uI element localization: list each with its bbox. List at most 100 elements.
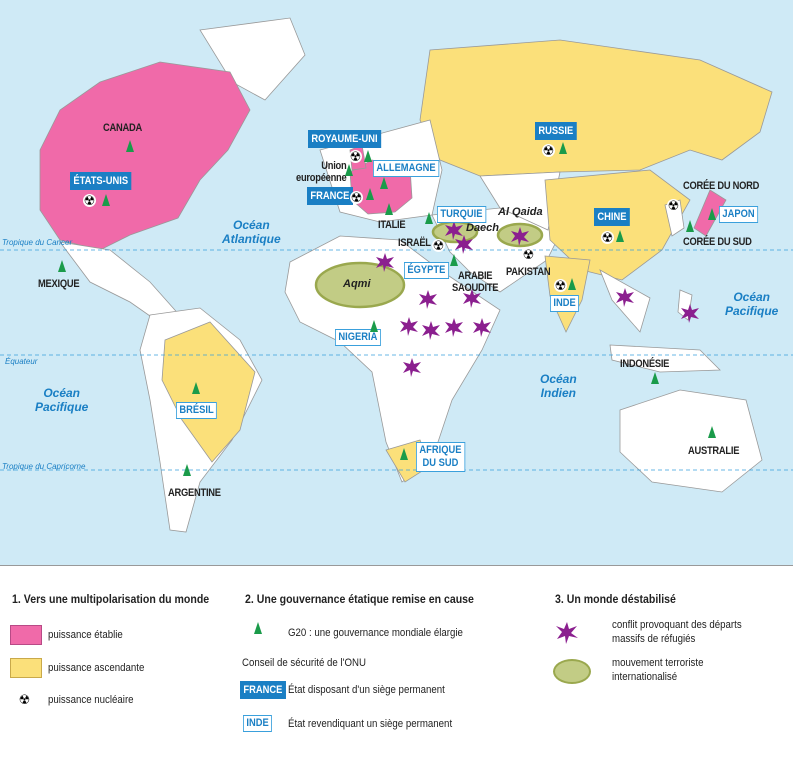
- nuclear-icon: ☢: [349, 149, 362, 164]
- g20-triangle-icon: [559, 142, 567, 154]
- terrorism-ellipse-icon: [553, 659, 591, 684]
- conflict-star-icon: [455, 235, 473, 254]
- g20-triangle-icon: [370, 320, 378, 332]
- g20-triangle-icon: [568, 278, 576, 290]
- g20-triangle-icon: [58, 260, 66, 272]
- central-asia: [479, 171, 561, 231]
- terror-ellipse-aqmi: [314, 261, 406, 309]
- legend-claim: État revendiquant un siège permanent: [288, 718, 453, 730]
- nuclear-icon: ☢: [542, 143, 555, 158]
- label-inde: INDE: [550, 295, 580, 312]
- conflict-star-icon: [445, 221, 463, 240]
- label-italie: ITALIE: [378, 219, 406, 231]
- russia-rising: [419, 39, 773, 177]
- label-daech: Daech: [466, 222, 500, 234]
- g20-triangle-icon: [380, 177, 388, 189]
- label-nigeria: NIGERIA: [335, 329, 381, 346]
- world-map: Tropique du Cancer Équateur Tropique du …: [0, 0, 793, 566]
- conflict-star-icon: [419, 290, 437, 309]
- label-turquie: TURQUIE: [437, 206, 486, 223]
- ocean-atlantique: Océan Atlantique: [222, 218, 281, 246]
- australia: [619, 389, 763, 493]
- nuclear-icon: ☢: [554, 278, 567, 293]
- g20-triangle-icon: [450, 254, 458, 266]
- label-coree-du-sud: CORÉE DU SUD: [683, 236, 752, 248]
- g20-triangle-icon: [183, 464, 191, 476]
- g20-triangle-icon: [708, 208, 716, 220]
- label-bresil: BRÉSIL: [176, 402, 218, 419]
- g20-triangle-icon: [192, 382, 200, 394]
- label-japon: JAPON: [719, 206, 759, 223]
- nuclear-icon: ☢: [522, 247, 535, 262]
- legend-perm: État disposant d'un siège permanent: [288, 684, 445, 696]
- label-france: FRANCE: [307, 187, 353, 205]
- label-arabie-saoudite: ARABIE SAOUDITE: [452, 270, 499, 294]
- label-union-europeenne: Union européenne: [296, 160, 347, 184]
- ocean-pacifique-east: Océan Pacifique: [725, 290, 779, 318]
- g20-triangle-icon: [651, 372, 659, 384]
- label-indonesie: INDONÉSIE: [620, 358, 670, 370]
- legend-nuclear: puissance nucléaire: [48, 694, 134, 706]
- conflict-star-icon: [403, 358, 421, 377]
- equator-label: Équateur: [5, 357, 38, 366]
- legend-g20: G20 : une gouvernance mondiale élargie: [288, 627, 463, 639]
- rising-swatch: [10, 658, 42, 678]
- legend-title-3: 3. Un monde déstabilisé: [555, 592, 676, 606]
- brazil-rising: [161, 321, 256, 463]
- conflict-star-icon: [473, 318, 491, 337]
- g20-triangle-icon: [385, 203, 393, 215]
- label-pakistan: PAKISTAN: [506, 266, 551, 278]
- g20-triangle-icon: [400, 448, 408, 460]
- tropic-capricorn-label: Tropique du Capricorne: [2, 462, 86, 471]
- legend-perm-example: FRANCE: [240, 681, 286, 699]
- nuclear-icon: ☢: [83, 193, 96, 208]
- ocean-indien: Océan Indien: [540, 372, 577, 400]
- tropic-cancer-label: Tropique du Cancer: [2, 238, 73, 247]
- label-aqmi: Aqmi: [343, 278, 371, 290]
- conflict-star-icon: [422, 321, 440, 340]
- established-swatch: [10, 625, 42, 645]
- label-egypte: ÉGYPTE: [404, 262, 449, 279]
- conflict-star-icon: [400, 317, 418, 336]
- g20-triangle-icon: [686, 220, 694, 232]
- legend-unsc: Conseil de sécurité de l'ONU: [242, 657, 366, 669]
- label-coree-du-nord: CORÉE DU NORD: [683, 180, 760, 192]
- map-shapes: [0, 17, 793, 533]
- legend-terror: mouvement terroriste internationalisé: [612, 657, 704, 683]
- g20-triangle-icon: [254, 622, 262, 634]
- north-america-established: [39, 61, 251, 251]
- label-afrique-du-sud: AFRIQUE DU SUD: [416, 442, 465, 472]
- conflict-star-icon: [616, 288, 634, 307]
- conflict-star-icon: [376, 253, 394, 272]
- label-australie: AUSTRALIE: [688, 445, 740, 457]
- label-mexique: MEXIQUE: [38, 278, 80, 290]
- legend-title-1: 1. Vers une multipolarisation du monde: [12, 592, 210, 606]
- nuclear-icon: ☢: [667, 198, 680, 213]
- g20-triangle-icon: [708, 426, 716, 438]
- legend-claim-example: INDE: [243, 715, 273, 732]
- label-canada: CANADA: [103, 122, 142, 134]
- ocean-pacifique-west: Océan Pacifique: [35, 386, 89, 414]
- india-rising: [544, 255, 591, 333]
- label-argentine: ARGENTINE: [168, 487, 221, 499]
- label-russie: RUSSIE: [535, 122, 577, 140]
- conflict-star-icon: [681, 304, 699, 323]
- legend-conflict: conflit provoquant des départs massifs de…: [612, 619, 742, 645]
- label-israel: ISRAËL: [398, 237, 431, 249]
- conflict-star-icon: [463, 289, 481, 308]
- legend: 1. Vers une multipolarisation du monde p…: [0, 580, 793, 759]
- legend-title-2: 2. Une gouvernance étatique remise en ca…: [245, 592, 474, 606]
- legend-established: puissance établie: [48, 629, 123, 641]
- conflict-star-icon: [511, 227, 529, 246]
- nuclear-icon: ☢: [432, 238, 445, 253]
- label-royaume-uni: ROYAUME-UNI: [308, 130, 381, 148]
- conflict-star-icon: [445, 318, 463, 337]
- nuclear-icon: ☢: [350, 190, 363, 205]
- g20-triangle-icon: [616, 230, 624, 242]
- indonesia: [609, 344, 721, 373]
- label-allemagne: ALLEMAGNE: [373, 160, 440, 177]
- g20-triangle-icon: [364, 150, 372, 162]
- nuclear-icon: ☢: [601, 230, 614, 245]
- g20-triangle-icon: [345, 164, 353, 176]
- g20-triangle-icon: [425, 212, 433, 224]
